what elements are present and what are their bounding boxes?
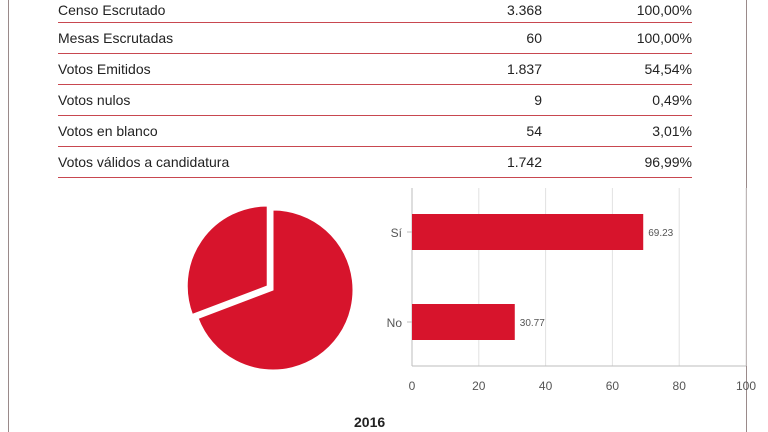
row-count: 3.368: [422, 0, 542, 23]
row-count: 1.837: [422, 53, 542, 85]
row-label: Votos válidos a candidatura: [58, 146, 422, 178]
pie-slice-no: [186, 205, 268, 316]
row-percent: 3,01%: [542, 115, 692, 147]
x-tick-label: 20: [472, 379, 486, 393]
bar-no: [412, 304, 515, 340]
table-row: Censo Escrutado 3.368 100,00%: [58, 0, 692, 23]
frame-left-border: [8, 0, 9, 432]
table-row: Mesas Escrutadas 60 100,00%: [58, 22, 692, 54]
row-count: 1.742: [422, 146, 542, 178]
table-row: Votos en blanco 54 3,01%: [58, 115, 692, 147]
row-percent: 100,00%: [542, 22, 692, 54]
results-table: Censo Escrutado 3.368 100,00% Mesas Escruta…: [58, 0, 692, 178]
x-tick-label: 60: [606, 379, 620, 393]
table-row: Votos Emitidos 1.837 54,54%: [58, 53, 692, 85]
row-percent: 0,49%: [542, 84, 692, 116]
bar-chart: 0 20 40 60 80 100 Sí 69.23 No 30.77: [387, 188, 756, 393]
x-tick-label: 80: [673, 379, 687, 393]
bar-si: [412, 214, 644, 250]
x-tick-label: 40: [539, 379, 553, 393]
row-label: Censo Escrutado: [58, 0, 422, 23]
table-row: Votos nulos 9 0,49%: [58, 84, 692, 116]
row-label: Votos Emitidos: [58, 53, 422, 85]
data-label-si: 69.23: [648, 228, 673, 239]
year-label: 2016: [354, 414, 386, 430]
category-label-si: Sí: [391, 226, 403, 240]
pie-chart: [186, 205, 354, 371]
category-label-no: No: [387, 316, 403, 330]
row-count: 54: [422, 115, 542, 147]
row-label: Votos nulos: [58, 84, 422, 116]
row-percent: 54,54%: [542, 53, 692, 85]
row-label: Votos en blanco: [58, 115, 422, 147]
row-percent: 96,99%: [542, 146, 692, 178]
x-tick-label: 100: [736, 379, 756, 393]
row-count: 9: [422, 84, 542, 116]
x-tick-label: 0: [409, 379, 416, 393]
pie-slice-si: [197, 209, 354, 371]
table-row: Votos válidos a candidatura 1.742 96,99%: [58, 146, 692, 178]
row-percent: 100,00%: [542, 0, 692, 23]
row-count: 60: [422, 22, 542, 54]
data-label-no: 30.77: [520, 318, 545, 329]
row-label: Mesas Escrutadas: [58, 22, 422, 54]
